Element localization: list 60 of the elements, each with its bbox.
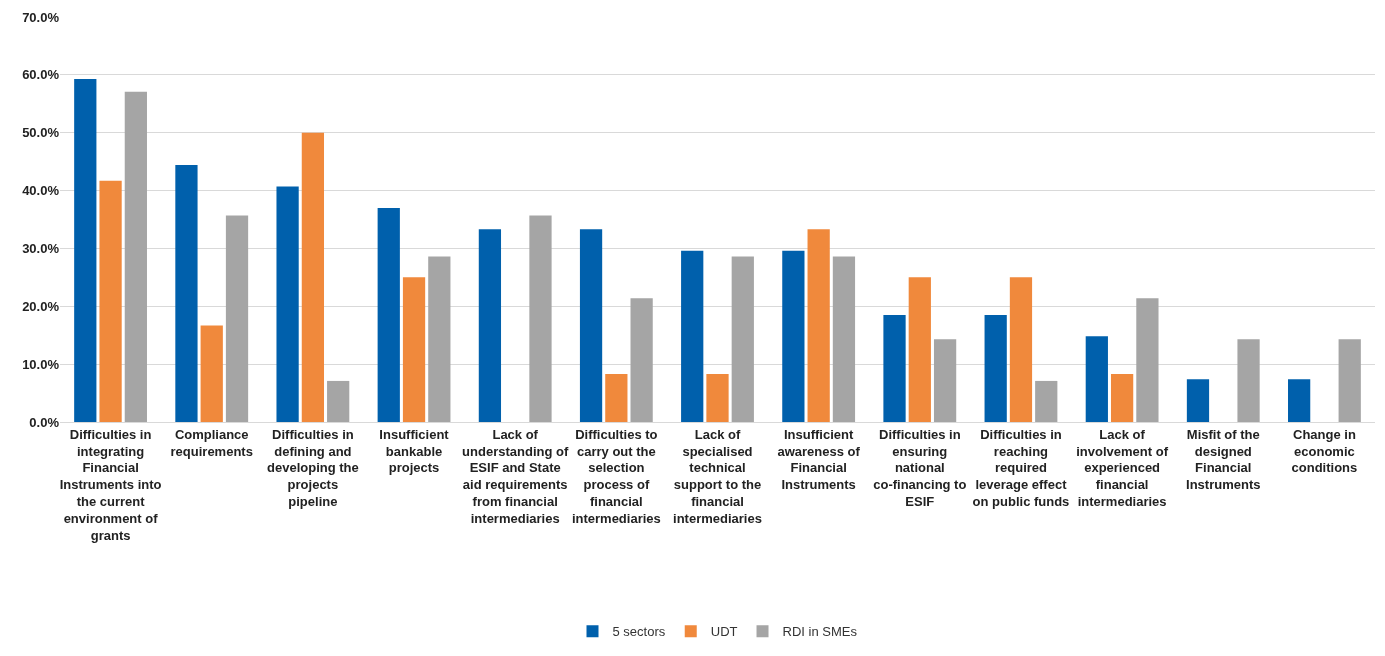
bar bbox=[1288, 379, 1311, 422]
bar bbox=[276, 186, 299, 422]
legend-label: UDT bbox=[710, 624, 738, 640]
x-tick-label: Lack of understanding of ESIF and State aid requirements from financial intermediaries bbox=[462, 426, 569, 527]
bar bbox=[428, 256, 451, 422]
bar bbox=[1035, 380, 1058, 422]
bar bbox=[681, 250, 704, 422]
bar bbox=[225, 215, 249, 422]
bar bbox=[1186, 379, 1210, 422]
x-tick-label: Difficulties to carry out the selection process of financial intermediaries bbox=[571, 426, 661, 527]
bar bbox=[74, 78, 97, 422]
bar bbox=[984, 314, 1007, 422]
x-tick-label: Lack of involvement of experienced financial intermediaries bbox=[1076, 426, 1169, 510]
bar bbox=[327, 380, 350, 422]
x-tick-label: Insufficient awareness of Financial Instruments bbox=[777, 426, 861, 493]
bar bbox=[124, 91, 147, 422]
y-tick-label: 40.0% bbox=[22, 183, 60, 199]
bar bbox=[832, 256, 856, 422]
y-tick-label: 30.0% bbox=[22, 240, 60, 256]
x-tick-label: Difficulties in ensuring national co-financing to ESIF bbox=[873, 426, 967, 510]
y-tick-label: 50.0% bbox=[22, 125, 60, 141]
bar bbox=[933, 339, 957, 422]
legend-label: RDI in SMEs bbox=[782, 624, 858, 640]
bar bbox=[1009, 277, 1033, 422]
bar bbox=[1338, 339, 1361, 422]
legend-label: 5 sectors bbox=[612, 624, 666, 640]
y-tick-label: 60.0% bbox=[22, 67, 60, 83]
bar bbox=[605, 373, 628, 422]
y-tick-label: 10.0% bbox=[22, 356, 60, 372]
x-tick-label: Change in economic conditions bbox=[1291, 426, 1358, 476]
bar bbox=[301, 132, 325, 422]
bar bbox=[200, 325, 223, 422]
y-tick-label: 0.0% bbox=[29, 414, 60, 430]
x-tick-label: Difficulties in integrating Financial Instruments into the current environment of grants bbox=[59, 426, 162, 543]
bar bbox=[1110, 373, 1134, 422]
bar bbox=[883, 314, 906, 422]
bar bbox=[1136, 298, 1159, 422]
bar bbox=[175, 165, 198, 422]
x-tick-label: Insufficient bankable projects bbox=[379, 426, 450, 476]
bar bbox=[1237, 339, 1260, 422]
x-tick-label: Difficulties in defining and developing the projects pipeline bbox=[267, 426, 359, 510]
y-tick-label: 70.0% bbox=[22, 9, 60, 25]
bar bbox=[630, 298, 653, 422]
x-tick-label: Lack of specialised technical support to the financial intermediaries bbox=[673, 426, 762, 527]
bar bbox=[807, 229, 830, 422]
bar bbox=[579, 229, 603, 422]
x-tick-label: Compliance requirements bbox=[170, 426, 253, 459]
bar bbox=[731, 256, 754, 422]
y-tick-label: 20.0% bbox=[22, 298, 60, 314]
bar bbox=[529, 215, 552, 422]
bar bbox=[478, 229, 502, 422]
bar bbox=[782, 250, 805, 422]
x-tick-label: Misfit of the designed Financial Instruments bbox=[1186, 426, 1261, 493]
bar bbox=[377, 207, 400, 422]
bar bbox=[706, 373, 729, 422]
bar bbox=[908, 277, 931, 422]
bar bbox=[402, 277, 426, 422]
x-tick-label: Difficulties in reaching required leverage effect on public funds bbox=[972, 426, 1070, 510]
bar bbox=[1085, 336, 1108, 422]
bar bbox=[99, 180, 122, 422]
